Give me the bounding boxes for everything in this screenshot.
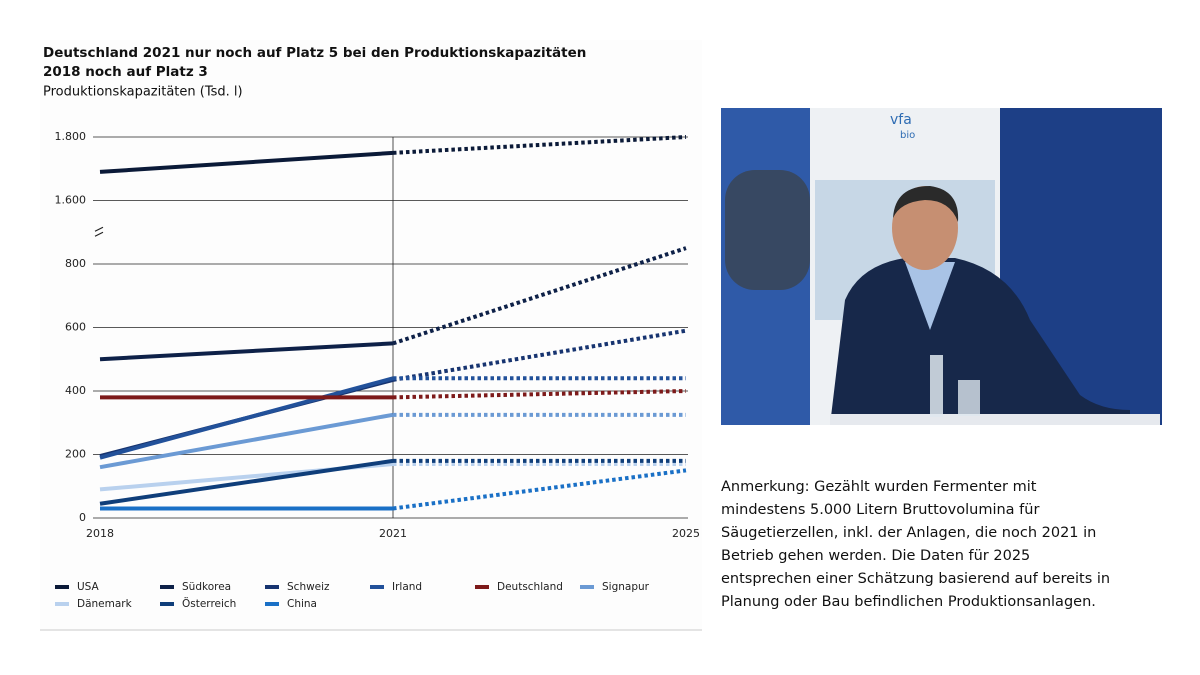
axis-break-mark [94,231,104,237]
series-line [99,150,394,174]
y-tick-label: 1.800 [55,130,87,143]
series-line [99,341,394,362]
y-tick-label: 0 [79,511,86,524]
legend-label: Schweiz [287,581,330,593]
legend-label: China [287,598,317,610]
photo-logo: vfa [890,112,912,128]
y-tick-label: 200 [65,448,86,461]
x-tick-label: 2025 [672,527,700,540]
legend-label: Österreich [182,597,236,610]
y-tick-label: 400 [65,384,86,397]
chart-title: Deutschland 2021 nur noch auf Platz 5 be… [43,45,586,61]
photo-logo-sub: bio [900,130,915,141]
forecast-line [392,246,687,346]
forecast-line [392,135,687,155]
series-line [99,412,394,470]
series-line [99,376,394,460]
legend-label: USA [77,581,100,593]
y-axis-label: Produktionskapazitäten (Tsd. l) [43,85,243,100]
legend-label: Dänemark [77,598,133,610]
x-tick-label: 2021 [379,527,407,540]
chart-subtitle: 2018 noch auf Platz 3 [43,64,208,80]
forecast-line [392,328,687,382]
y-tick-label: 800 [65,257,86,270]
note: Anmerkung: Gezählt wurden Fermenter mit … [721,479,1111,610]
forecast-line [392,389,687,400]
series-line [99,458,394,506]
legend-label: Südkorea [182,581,231,593]
photo: vfa bio [721,108,1162,425]
legend-label: Signapur [602,581,650,593]
y-tick-label: 600 [65,321,86,334]
legend-label: Irland [392,581,422,593]
axis-break-mark [94,226,104,232]
legend-label: Deutschland [497,581,563,593]
y-tick-label: 1.600 [55,194,87,207]
x-tick-label: 2018 [86,527,114,540]
chart-background [40,40,702,630]
